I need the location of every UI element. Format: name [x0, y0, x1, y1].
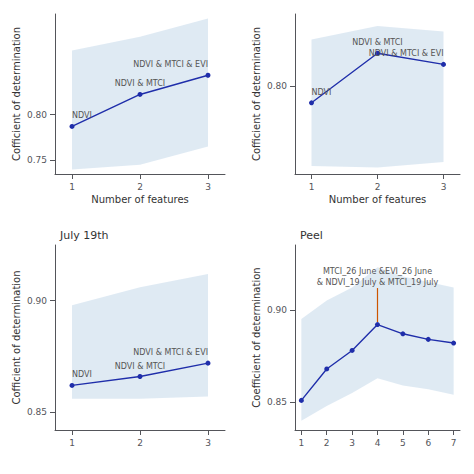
svg-text:NDVI & MTCI: NDVI & MTCI [115, 362, 165, 371]
svg-text:Cofficient of determination: Cofficient of determination [11, 270, 22, 404]
svg-text:0.85: 0.85 [27, 407, 47, 417]
svg-text:0.80: 0.80 [27, 110, 47, 120]
svg-text:2: 2 [137, 438, 143, 448]
svg-text:Coefficient of determination: Coefficient of determination [251, 267, 262, 407]
svg-text:5: 5 [400, 438, 406, 448]
svg-text:NDVI: NDVI [72, 111, 92, 120]
svg-text:2: 2 [137, 182, 143, 192]
svg-text:0.75: 0.75 [27, 155, 47, 165]
svg-text:0.80: 0.80 [267, 81, 287, 91]
svg-text:& NDVI_19 July & MTCI_19 July: & NDVI_19 July & MTCI_19 July [317, 278, 439, 287]
svg-text:Cofficient of determination: Cofficient of determination [251, 27, 262, 161]
svg-text:NDVI & MTCI: NDVI & MTCI [352, 38, 402, 47]
svg-text:6: 6 [425, 438, 431, 448]
svg-text:3: 3 [205, 182, 211, 192]
svg-text:NDVI & MTCI & EVI: NDVI & MTCI & EVI [133, 348, 208, 357]
svg-text:1: 1 [309, 182, 315, 192]
svg-text:MTCI_26 June &EVI_26 June: MTCI_26 June &EVI_26 June [323, 267, 432, 276]
svg-text:Number of features: Number of features [329, 194, 426, 205]
svg-text:July 19th: July 19th [59, 229, 109, 242]
svg-text:7: 7 [451, 438, 457, 448]
svg-text:NDVI: NDVI [72, 370, 92, 379]
svg-text:Number of features: Number of features [91, 194, 188, 205]
svg-text:4: 4 [375, 438, 381, 448]
svg-text:3: 3 [349, 438, 355, 448]
svg-text:2: 2 [375, 182, 381, 192]
svg-text:0.90: 0.90 [27, 296, 47, 306]
svg-text:1: 1 [69, 182, 75, 192]
svg-text:Cofficient of determination: Cofficient of determination [11, 27, 22, 161]
svg-text:3: 3 [205, 438, 211, 448]
svg-text:0.90: 0.90 [267, 305, 287, 315]
svg-text:NDVI: NDVI [312, 88, 332, 97]
svg-text:1: 1 [69, 438, 75, 448]
svg-text:3: 3 [441, 182, 447, 192]
svg-text:NDVI & MTCI & EVI: NDVI & MTCI & EVI [133, 60, 208, 69]
svg-text:Peel: Peel [300, 229, 323, 242]
svg-text:2: 2 [324, 438, 330, 448]
svg-text:0.85: 0.85 [267, 397, 287, 407]
svg-text:NDVI & MTCI & EVI: NDVI & MTCI & EVI [369, 49, 444, 58]
svg-text:1: 1 [298, 438, 304, 448]
svg-text:NDVI & MTCI: NDVI & MTCI [115, 79, 165, 88]
